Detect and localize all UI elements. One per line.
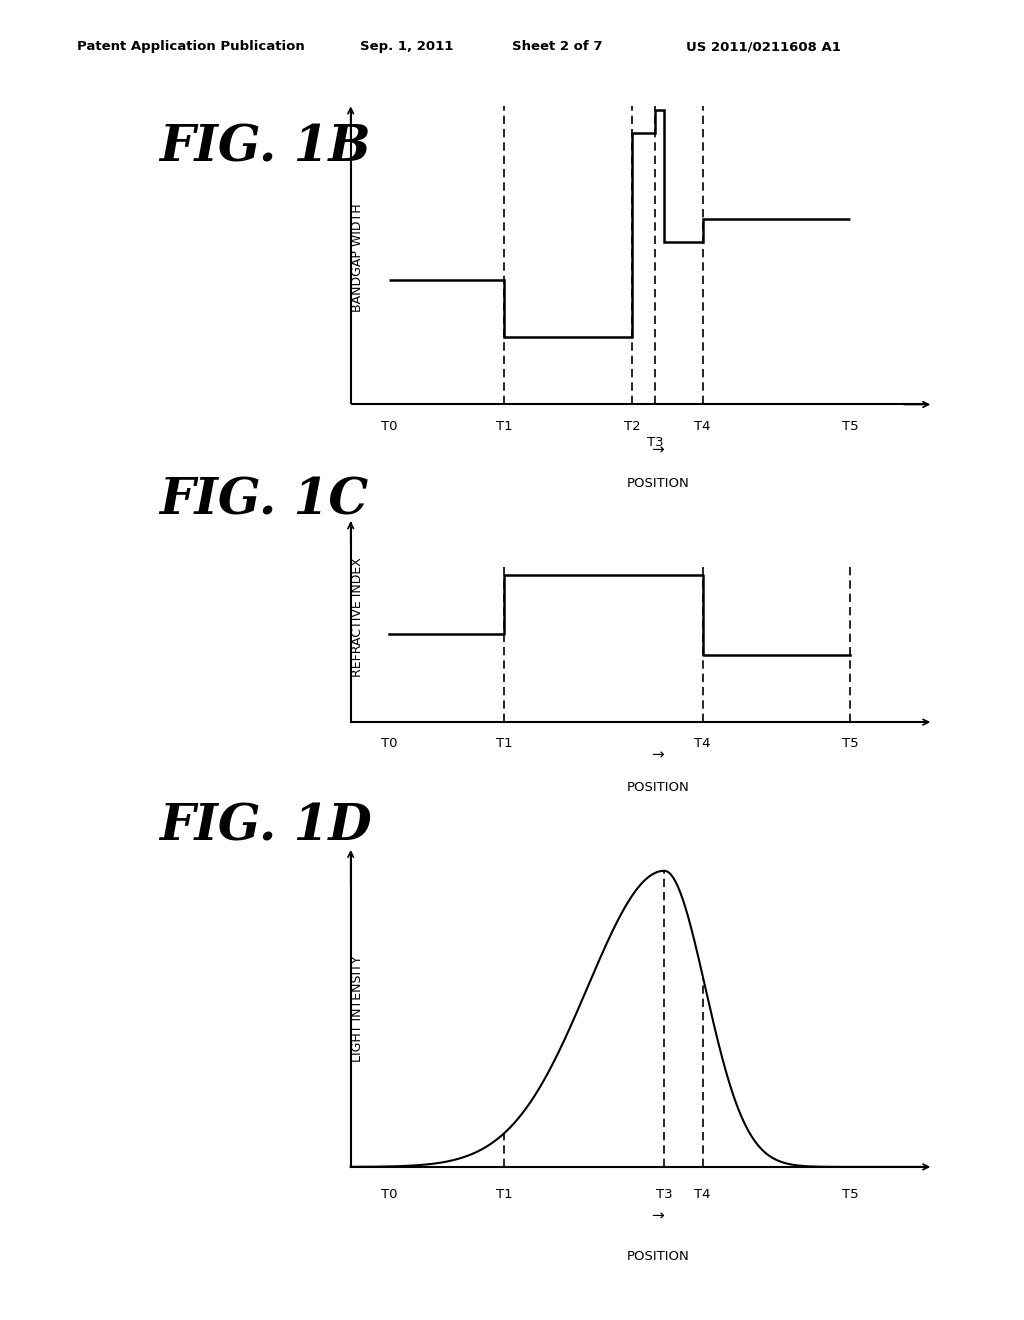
Text: →: →: [651, 1208, 665, 1224]
Text: Sep. 1, 2011: Sep. 1, 2011: [360, 40, 454, 53]
Text: BANDGAP WIDTH: BANDGAP WIDTH: [350, 203, 364, 312]
Text: T0: T0: [381, 420, 397, 433]
Text: T4: T4: [694, 420, 711, 433]
Text: T3: T3: [656, 1188, 673, 1201]
Text: T3: T3: [647, 436, 664, 449]
Text: T2: T2: [624, 420, 641, 433]
Text: LIGHT INTENSITY: LIGHT INTENSITY: [350, 956, 364, 1061]
Text: T5: T5: [842, 737, 858, 750]
Text: POSITION: POSITION: [627, 477, 689, 490]
Text: T1: T1: [496, 737, 513, 750]
Text: T0: T0: [381, 737, 397, 750]
Text: →: →: [651, 748, 665, 763]
Text: FIG. 1B: FIG. 1B: [159, 123, 371, 172]
Text: T4: T4: [694, 1188, 711, 1201]
Text: T1: T1: [496, 420, 513, 433]
Text: →: →: [651, 442, 665, 457]
Text: POSITION: POSITION: [627, 781, 689, 793]
Text: POSITION: POSITION: [627, 1250, 689, 1263]
Text: REFRACTIVE INDEX: REFRACTIVE INDEX: [350, 557, 364, 677]
Text: T5: T5: [842, 1188, 858, 1201]
Text: US 2011/0211608 A1: US 2011/0211608 A1: [686, 40, 841, 53]
Text: Sheet 2 of 7: Sheet 2 of 7: [512, 40, 602, 53]
Text: Patent Application Publication: Patent Application Publication: [77, 40, 304, 53]
Text: T1: T1: [496, 1188, 513, 1201]
Text: FIG. 1C: FIG. 1C: [159, 477, 368, 525]
Text: FIG. 1D: FIG. 1D: [159, 803, 372, 851]
Text: T0: T0: [381, 1188, 397, 1201]
Text: T4: T4: [694, 737, 711, 750]
Text: T5: T5: [842, 420, 858, 433]
